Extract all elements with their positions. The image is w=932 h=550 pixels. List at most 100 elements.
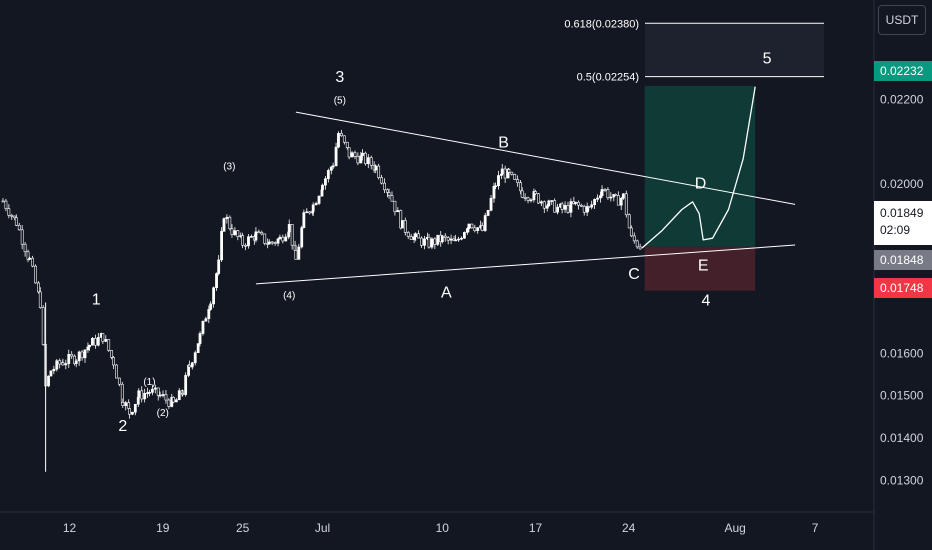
candle xyxy=(290,224,294,250)
candle xyxy=(492,182,496,203)
candle-body xyxy=(350,152,354,158)
candle xyxy=(329,165,333,175)
candle xyxy=(77,350,81,366)
candle xyxy=(576,200,580,210)
time-tick-label: 7 xyxy=(812,521,819,535)
trendlines xyxy=(255,86,796,285)
currency-selector[interactable]: USDT xyxy=(878,5,926,35)
candle xyxy=(599,191,602,203)
candle xyxy=(460,236,463,241)
candle-body xyxy=(77,351,81,362)
candle-body xyxy=(273,242,277,244)
candle xyxy=(363,151,367,166)
candle xyxy=(4,198,8,212)
candle-body xyxy=(112,357,115,366)
candle-body xyxy=(228,216,232,230)
candle xyxy=(47,375,50,388)
candle-body xyxy=(400,220,404,229)
candle-body xyxy=(164,394,168,401)
candle xyxy=(627,213,631,229)
candle xyxy=(80,350,84,361)
candle-body xyxy=(369,157,373,166)
candle xyxy=(463,231,466,239)
candle xyxy=(83,349,87,363)
candle-body xyxy=(542,201,546,209)
candle-body xyxy=(209,303,213,310)
price-axis[interactable]: 0.02200 0.02000 0.01600 0.01500 0.01400 0.013… xyxy=(873,0,924,550)
candle-body xyxy=(321,184,324,191)
candle xyxy=(67,349,71,368)
candle xyxy=(215,272,218,291)
candle xyxy=(121,398,125,408)
candle-body xyxy=(520,190,524,198)
candle-body xyxy=(133,403,137,413)
candle xyxy=(337,131,340,149)
candle xyxy=(590,200,594,210)
candle xyxy=(270,241,274,246)
candle xyxy=(164,390,168,404)
candle xyxy=(10,213,14,220)
candle-body xyxy=(489,197,493,211)
candle-body xyxy=(80,351,84,359)
candle xyxy=(359,151,363,164)
candle xyxy=(632,232,636,244)
candle-body xyxy=(31,257,34,267)
candle-body xyxy=(342,135,346,143)
candle-body xyxy=(446,237,450,241)
candle-body xyxy=(387,192,391,196)
candle xyxy=(104,335,108,343)
price-tick-label: 0.02000 xyxy=(880,177,924,191)
candle xyxy=(612,194,616,202)
candle xyxy=(324,176,327,190)
candle xyxy=(566,201,570,214)
candle-body xyxy=(579,204,583,207)
candle-body xyxy=(386,189,389,193)
candle xyxy=(609,192,613,202)
wave-label: 1 xyxy=(92,292,101,309)
candle xyxy=(308,211,312,215)
candle-body xyxy=(38,291,42,308)
candle-body xyxy=(233,230,237,235)
candle-body xyxy=(353,152,357,157)
candle-body xyxy=(52,368,56,372)
candle xyxy=(250,234,253,238)
candle-body xyxy=(430,238,434,248)
candle xyxy=(400,220,404,229)
candle-body xyxy=(616,195,620,206)
wave-labels: 1 2 (1) (2) (3) 3 (5) (4) A B C D E 4 5 xyxy=(92,50,772,434)
time-axis[interactable]: 12 19 25 Jul 10 17 24 Aug 7 xyxy=(0,511,874,535)
wave-label: 2 xyxy=(118,418,127,435)
candle-body xyxy=(110,350,114,358)
candle-body xyxy=(383,182,386,191)
candle-body xyxy=(420,237,423,246)
candle-body xyxy=(440,235,444,243)
candle xyxy=(406,231,410,239)
target-price-label: 0.02232 xyxy=(874,61,932,81)
candle xyxy=(96,332,100,347)
candle-body xyxy=(4,200,8,209)
candle xyxy=(236,229,240,241)
candle-body xyxy=(83,349,87,359)
candle xyxy=(321,183,324,195)
candle-body xyxy=(539,201,543,204)
candle xyxy=(187,360,191,370)
candle xyxy=(276,237,280,247)
candle xyxy=(503,165,507,183)
candle-body xyxy=(7,208,11,216)
candle-body xyxy=(476,227,480,231)
candle xyxy=(587,205,591,212)
candle xyxy=(172,396,175,404)
candle xyxy=(331,162,335,170)
candle-body xyxy=(93,338,97,346)
candle-body xyxy=(443,235,447,238)
candle xyxy=(161,390,165,398)
candle-body xyxy=(574,201,577,204)
candle-body xyxy=(532,191,536,201)
candle-body xyxy=(632,235,636,242)
candle xyxy=(64,359,68,370)
candle-body xyxy=(172,396,175,403)
candle-body xyxy=(88,344,91,348)
candle xyxy=(305,208,309,214)
candle-body xyxy=(270,241,274,244)
